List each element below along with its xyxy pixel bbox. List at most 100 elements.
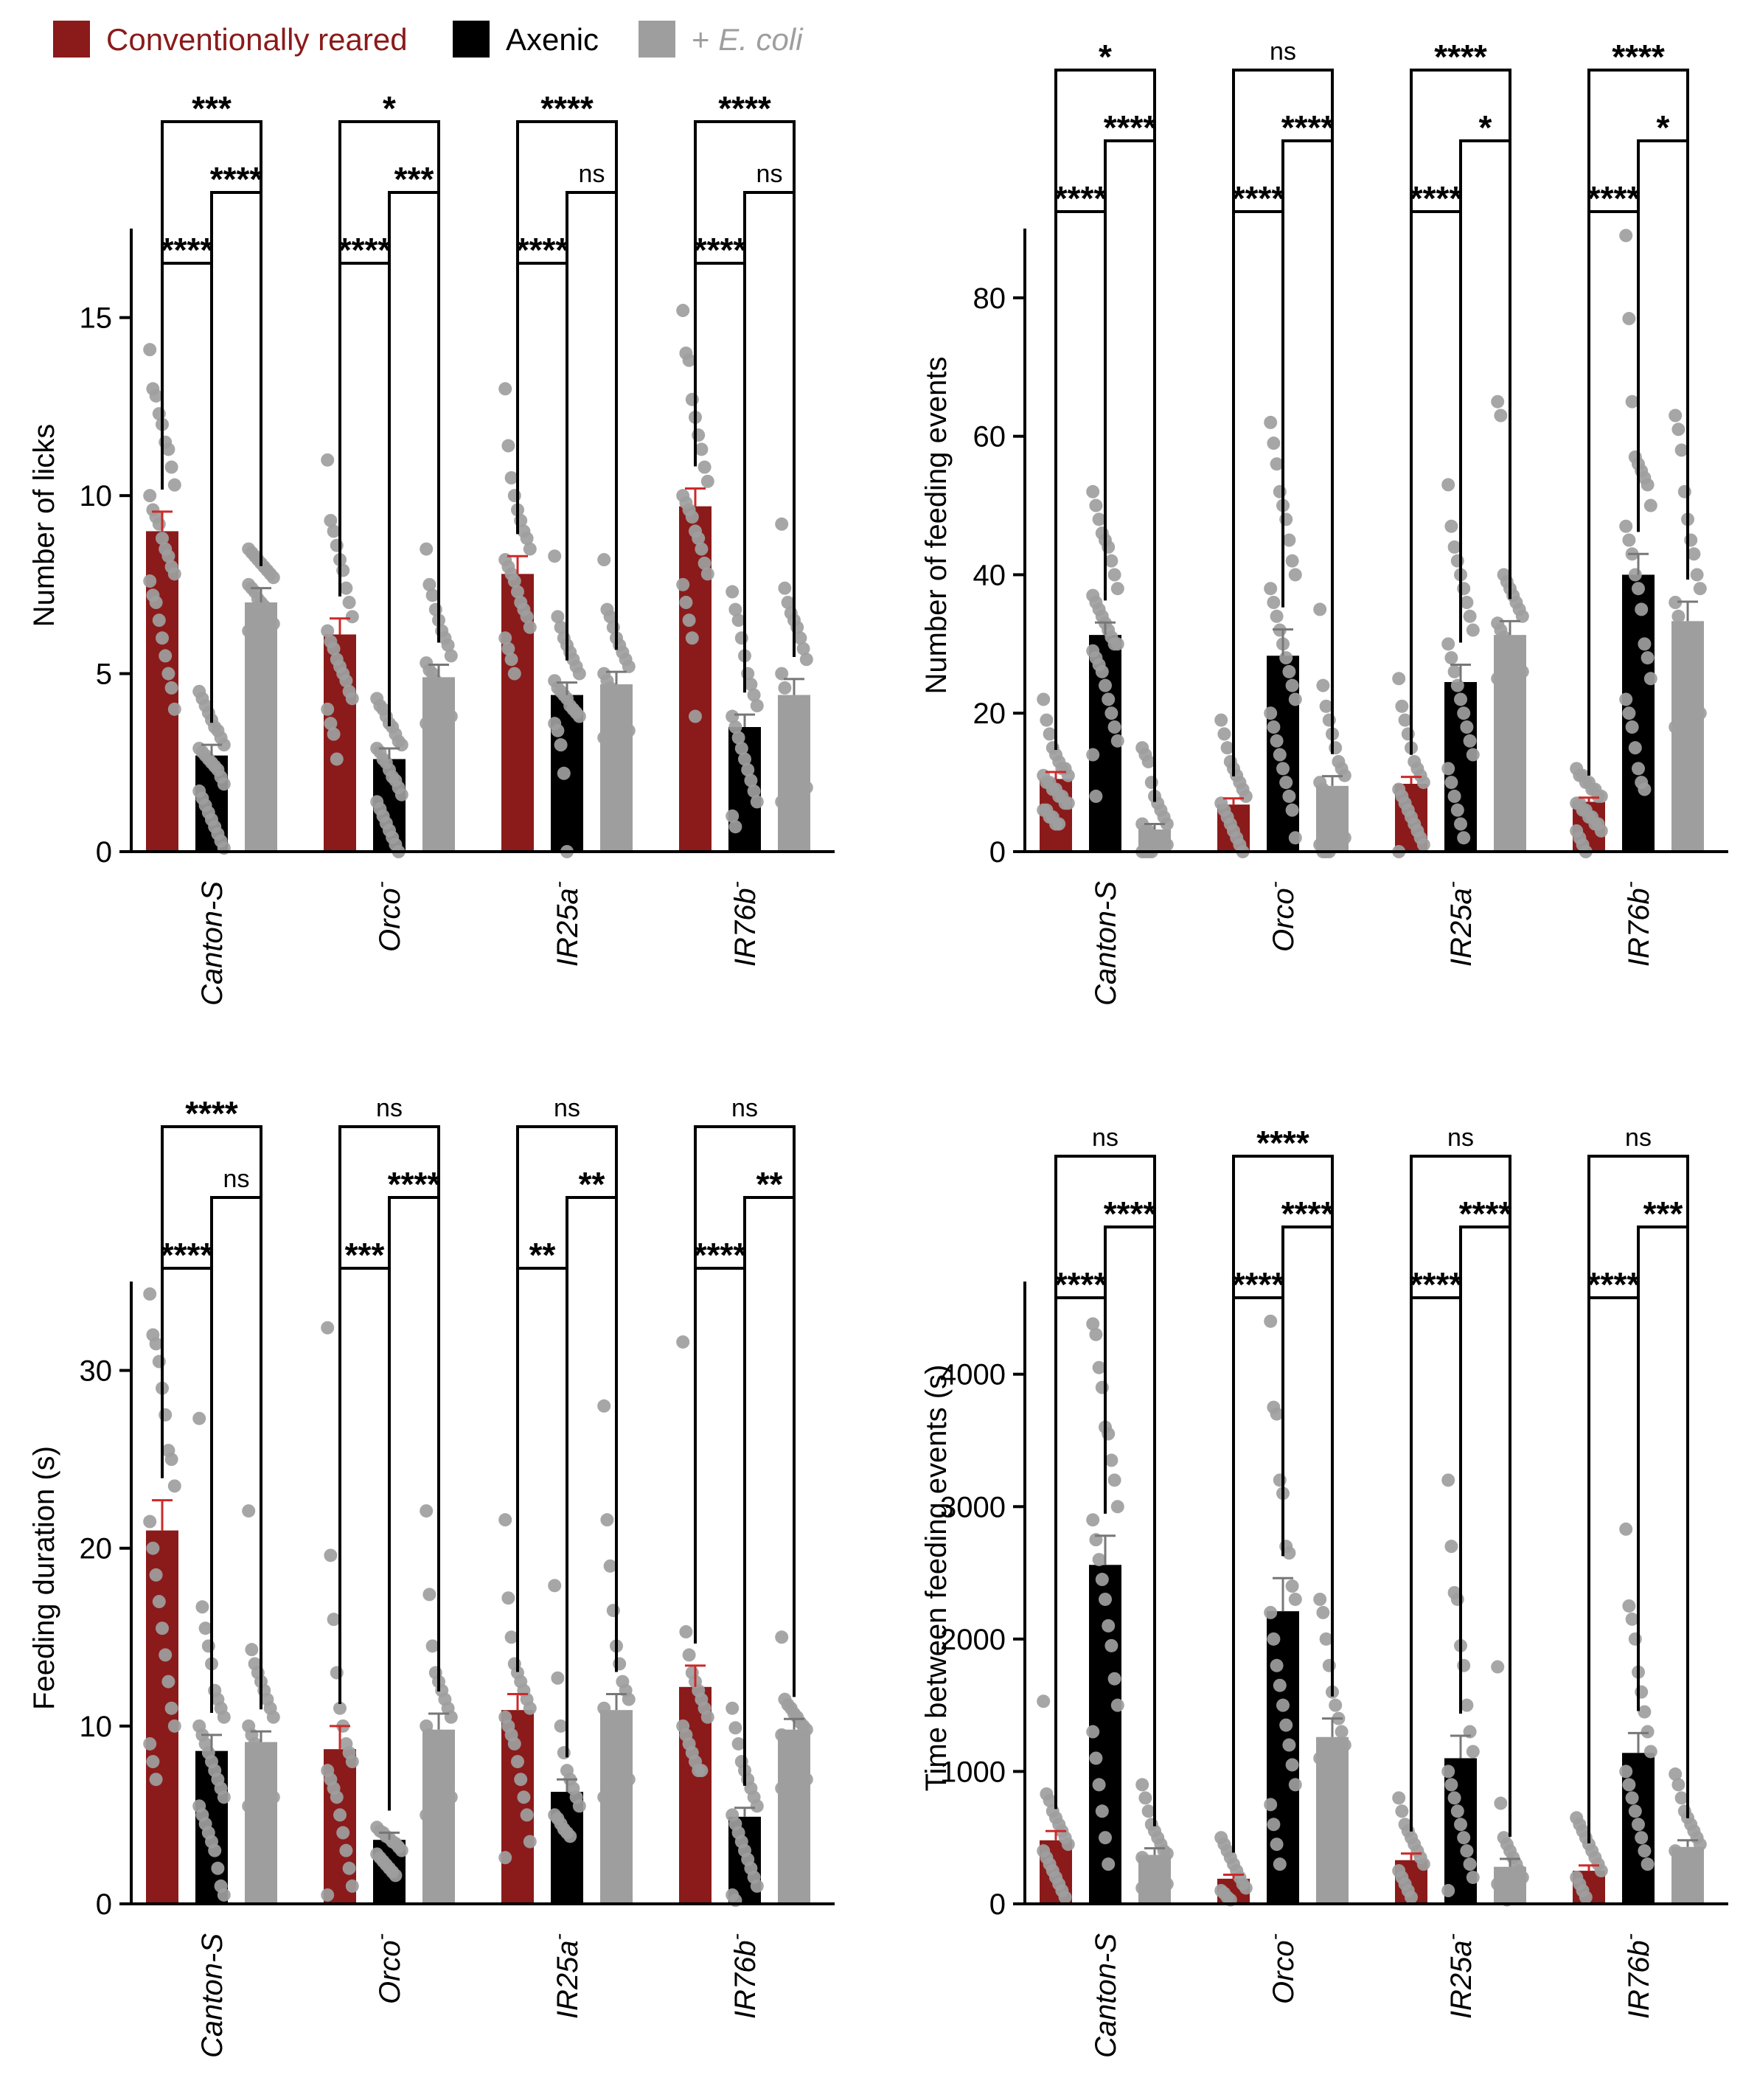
data-point: [1450, 678, 1464, 692]
data-point: [1270, 734, 1284, 748]
data-point: [600, 741, 614, 755]
data-point: [697, 556, 712, 570]
data-point: [1061, 1838, 1075, 1852]
data-point: [1416, 776, 1430, 790]
data-point: [1690, 1891, 1704, 1905]
category-label: IR25a-: [1441, 881, 1478, 967]
data-point: [1313, 1751, 1327, 1765]
data-point: [1669, 720, 1683, 734]
bar-group: Canton-S **** ns ****: [143, 1094, 280, 2058]
bracket-line: [1410, 1155, 1511, 1837]
data-point: [738, 752, 751, 766]
error-bar: [1579, 796, 1599, 802]
data-point: [1466, 1745, 1480, 1759]
data-point: [1594, 1864, 1608, 1878]
significance-bracket: ns: [338, 1094, 440, 1704]
data-point: [1454, 817, 1467, 831]
category-label: IR25a-: [547, 1933, 584, 2019]
significance-bracket: ns: [210, 1165, 262, 1713]
data-point: [345, 1879, 359, 1893]
data-point: [1313, 1592, 1327, 1606]
bar-group: Canton-S **** **** ns: [1037, 1124, 1174, 2058]
data-point: [679, 1625, 693, 1639]
data-point: [1457, 706, 1471, 720]
legend: Conventionally reared Axenic + E. coli: [53, 21, 804, 58]
data-point: [600, 1808, 614, 1822]
data-point: [700, 567, 714, 581]
y-tick-label: 80: [973, 282, 1006, 315]
data-point: [1457, 831, 1471, 845]
data-point: [333, 1808, 347, 1822]
data-point: [254, 1843, 268, 1857]
significance-bracket: ***: [161, 89, 262, 566]
data-point: [1447, 664, 1461, 678]
data-point: [1052, 817, 1066, 831]
bracket-line: [1232, 69, 1334, 776]
data-point: [1460, 1844, 1474, 1858]
data-point: [1401, 727, 1415, 741]
data-point: [1635, 1685, 1649, 1699]
bracket-line: [338, 1125, 440, 1704]
data-point: [1395, 699, 1409, 713]
data-point: [676, 577, 690, 591]
data-point: [1322, 1791, 1336, 1805]
data-point: [1332, 1831, 1346, 1845]
data-point: [327, 727, 341, 741]
category-label: IR25a-: [1441, 1933, 1478, 2019]
error-bar: [1046, 1829, 1066, 1840]
data-point: [1460, 720, 1474, 734]
category-label: Canton-S: [196, 881, 229, 1006]
data-point: [1625, 1612, 1639, 1626]
data-point: [1457, 1831, 1471, 1845]
data-point: [425, 1852, 439, 1866]
data-point: [1267, 1632, 1281, 1646]
data-point: [1285, 554, 1299, 568]
significance-label: ****: [1256, 1124, 1309, 1162]
legend-item: Axenic: [453, 21, 599, 58]
data-point: [507, 574, 521, 588]
data-point: [554, 620, 568, 634]
significance-label: ****: [1410, 1265, 1463, 1304]
data-point: [149, 1337, 163, 1351]
data-point: [610, 1852, 623, 1866]
data-point: [1092, 512, 1106, 526]
error-bar: [1500, 619, 1520, 636]
error-bar: [1677, 1839, 1698, 1847]
data-point: [167, 1479, 181, 1493]
data-point: [324, 1548, 338, 1562]
data-point: [242, 1504, 256, 1518]
data-point: [1319, 1632, 1333, 1646]
error-bar: [152, 1499, 173, 1531]
error-bar: [1144, 822, 1165, 830]
data-point: [501, 1591, 515, 1605]
significance-label: ****: [1054, 1265, 1107, 1304]
error-bar: [734, 713, 755, 727]
data-point: [685, 631, 699, 645]
data-point: [551, 723, 565, 737]
data-point: [1043, 727, 1057, 741]
category-label-base: IR25a: [1445, 1940, 1478, 2019]
data-point: [1619, 1522, 1633, 1536]
data-point: [167, 478, 181, 492]
data-point: [504, 1630, 518, 1644]
data-point: [728, 820, 742, 834]
data-point: [1279, 512, 1293, 526]
significance-label: ns: [376, 1094, 403, 1122]
data-point: [750, 699, 764, 713]
data-point: [775, 1630, 789, 1644]
data-point: [143, 1736, 157, 1750]
significance-label: *: [383, 89, 396, 128]
error-bar: [330, 617, 350, 635]
significance-label: ****: [161, 231, 214, 269]
data-point: [1141, 1804, 1155, 1818]
data-point: [1322, 713, 1336, 727]
significance-label: ****: [185, 1094, 238, 1133]
data-point: [1270, 1407, 1284, 1421]
data-point: [572, 667, 586, 681]
data-point: [548, 1579, 562, 1593]
data-point: [1319, 1778, 1333, 1792]
data-point: [1110, 637, 1124, 651]
category-label-sup: -: [1263, 1933, 1286, 1940]
data-point: [159, 1408, 173, 1422]
y-tick-label: 15: [80, 302, 113, 335]
